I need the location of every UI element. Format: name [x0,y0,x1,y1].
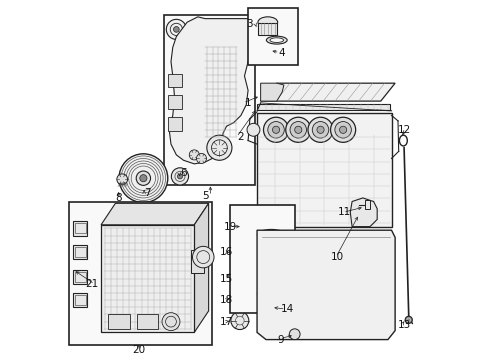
Text: 1: 1 [244,98,251,108]
Circle shape [316,126,324,134]
Circle shape [230,312,248,329]
Text: 14: 14 [280,304,294,314]
Bar [73,270,87,284]
Circle shape [334,122,351,138]
Bar [257,113,391,226]
Bar [168,95,182,109]
Text: 13: 13 [397,320,410,330]
Text: 4: 4 [278,48,285,58]
Bar [190,249,204,273]
Polygon shape [260,83,394,101]
Circle shape [140,175,147,182]
Ellipse shape [231,254,251,260]
Circle shape [330,117,355,142]
Bar [75,272,85,282]
Polygon shape [349,198,376,226]
Polygon shape [194,203,208,332]
Polygon shape [169,17,253,164]
Circle shape [312,122,328,138]
Text: 2: 2 [237,132,244,142]
Ellipse shape [266,36,286,44]
Text: 8: 8 [116,193,122,203]
Text: 20: 20 [132,345,145,355]
Circle shape [289,122,306,138]
Bar [168,117,182,131]
Polygon shape [257,104,389,110]
Bar [73,293,87,307]
Circle shape [177,174,182,179]
Ellipse shape [257,288,285,299]
Bar [137,315,158,329]
Circle shape [119,154,167,203]
Ellipse shape [231,277,251,284]
Circle shape [162,313,180,330]
Text: 3: 3 [246,19,253,29]
Text: 9: 9 [277,334,283,345]
Circle shape [173,27,179,32]
Polygon shape [260,83,284,101]
Circle shape [267,122,284,138]
Bar [73,221,87,235]
Ellipse shape [229,247,254,257]
Ellipse shape [232,248,251,255]
Circle shape [307,117,332,142]
Bar [231,257,251,280]
Circle shape [195,27,199,32]
Circle shape [117,174,127,185]
Text: 7: 7 [144,188,151,198]
Circle shape [266,307,275,316]
Text: 17: 17 [220,317,233,327]
Bar [75,247,85,257]
Text: 5: 5 [202,191,208,201]
Text: 11: 11 [338,207,351,217]
Circle shape [189,150,199,160]
Circle shape [339,126,346,134]
Bar [75,295,85,305]
Bar [101,225,194,332]
Bar [73,244,87,259]
Bar [230,205,294,313]
Bar [75,224,85,233]
Circle shape [206,135,231,160]
Text: 15: 15 [220,274,233,284]
Circle shape [246,123,260,136]
Ellipse shape [258,17,277,28]
Bar [247,8,298,65]
Circle shape [189,22,204,37]
Polygon shape [257,230,394,339]
Circle shape [263,117,288,142]
Bar [242,222,265,230]
Ellipse shape [269,38,283,42]
Text: 10: 10 [330,252,344,262]
Circle shape [272,126,279,134]
Bar [168,74,182,87]
Circle shape [294,126,301,134]
Circle shape [166,19,186,40]
Polygon shape [258,23,277,35]
Bar [364,201,369,210]
Circle shape [196,153,206,163]
Text: 18: 18 [220,295,233,305]
Bar [69,202,212,345]
Circle shape [405,316,411,323]
Circle shape [136,171,150,185]
Circle shape [171,168,188,185]
Circle shape [289,329,300,339]
Ellipse shape [231,296,242,301]
Circle shape [192,246,214,268]
Polygon shape [101,203,208,225]
Text: 16: 16 [220,247,233,257]
Text: 6: 6 [180,168,186,178]
Text: 19: 19 [223,222,236,231]
Bar [163,15,255,185]
Bar [257,235,285,294]
Ellipse shape [257,229,285,240]
Text: 21: 21 [85,279,99,289]
Text: 12: 12 [397,125,410,135]
Circle shape [285,117,310,142]
Circle shape [242,215,260,233]
Bar [108,315,129,329]
